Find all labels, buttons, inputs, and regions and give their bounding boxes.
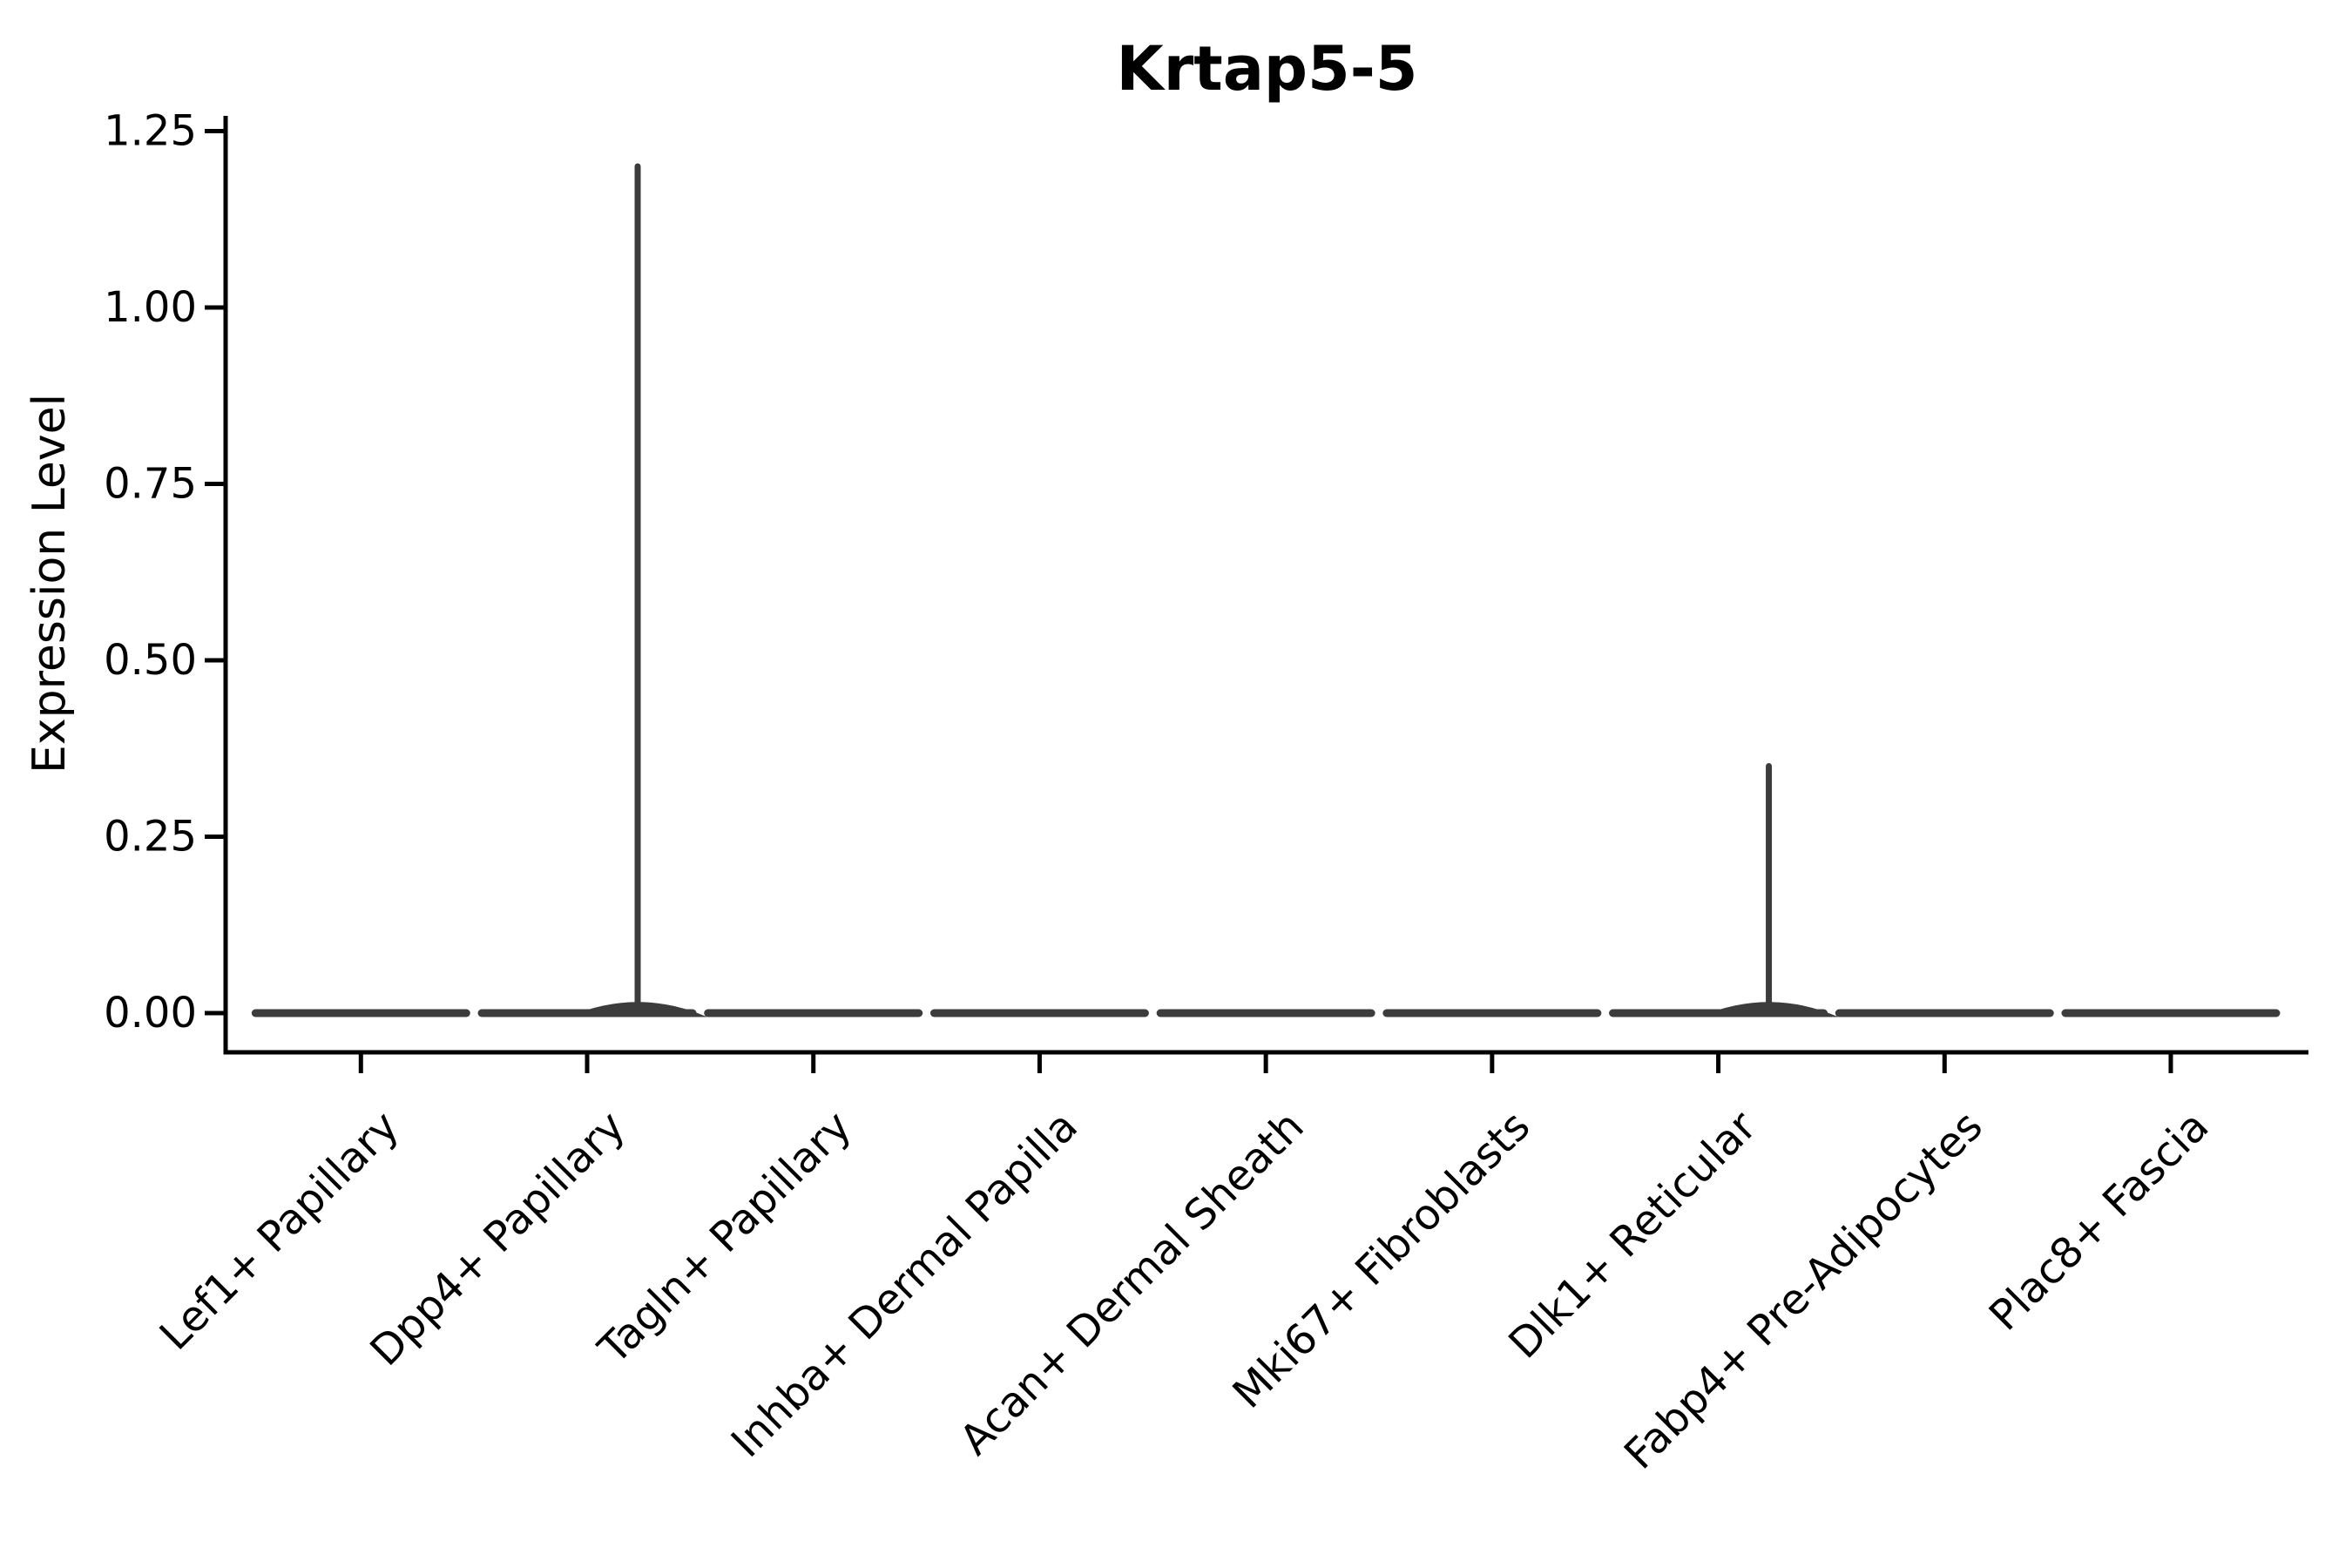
y-tick-label: 0.75 [104, 460, 197, 509]
x-category-label: Dlk1+ Reticular [1499, 1102, 1766, 1369]
x-category-label: Plac8+ Fascia [1980, 1102, 2219, 1341]
chart-title: Krtap5-5 [1116, 33, 1418, 105]
y-tick-label: 0.25 [104, 813, 197, 862]
y-tick-label: 1.25 [104, 107, 197, 156]
y-tick-label: 0.50 [104, 636, 197, 685]
x-category-label: Tagln+ Papillary [589, 1102, 861, 1374]
y-tick-label: 1.00 [104, 283, 197, 332]
x-category-label: Fabp4+ Pre-Adipocytes [1615, 1102, 1992, 1479]
x-category-label: Lef1+ Papillary [151, 1102, 409, 1360]
y-tick-label: 0.00 [104, 989, 197, 1037]
